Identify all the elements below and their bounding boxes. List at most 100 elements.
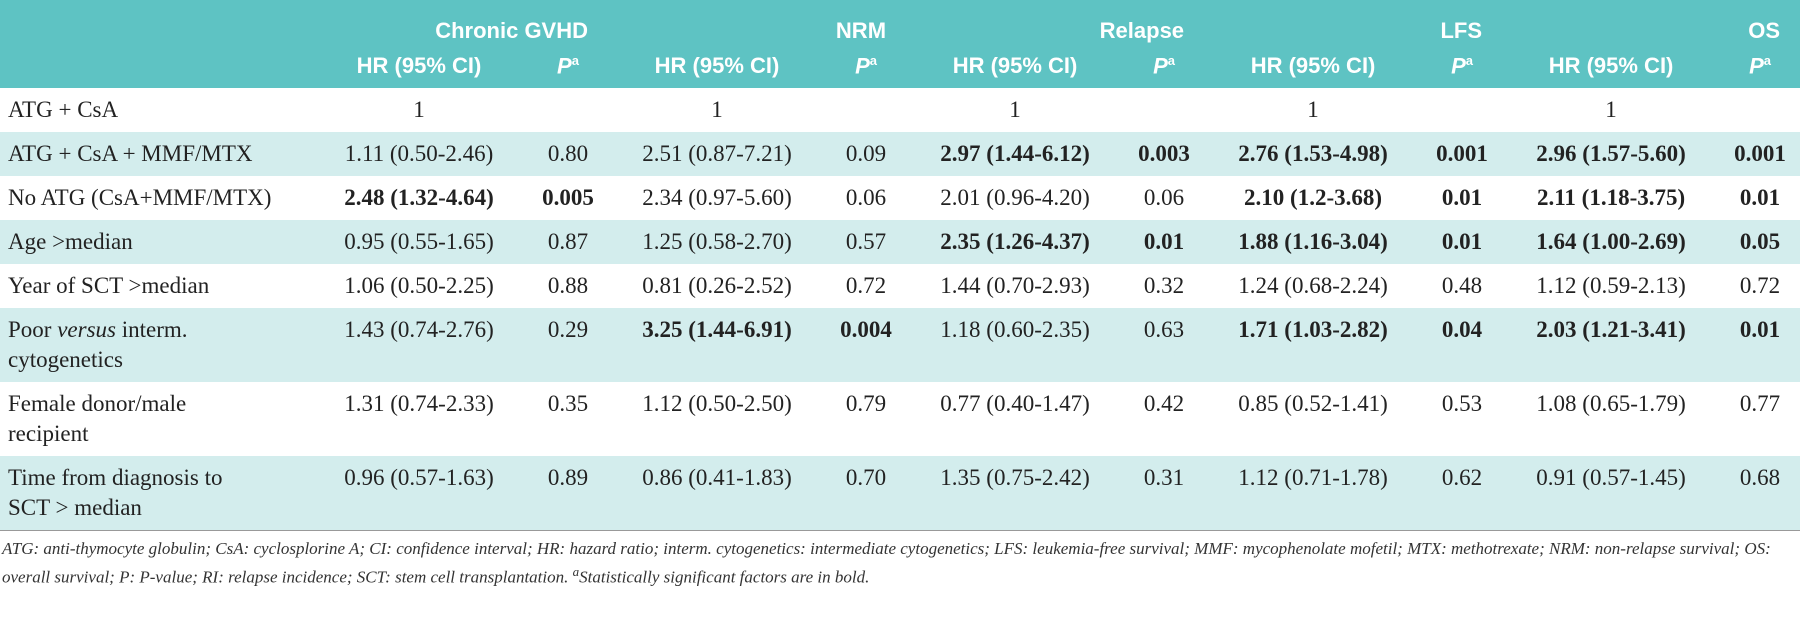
hr-value: 0.91 (0.57-1.45) bbox=[1502, 456, 1721, 530]
p-value: 0.06 bbox=[845, 185, 887, 210]
row-label: Age >median bbox=[0, 220, 310, 264]
label-part: versus bbox=[57, 317, 116, 342]
p-sup: a bbox=[571, 52, 579, 68]
hr-value: 1.11 (0.50-2.46) bbox=[310, 132, 528, 176]
p-value: 0.77 bbox=[1739, 391, 1781, 416]
footnote: ATG: anti-thymocyte globulin; CsA: cyclo… bbox=[0, 530, 1800, 589]
p-value: 0.89 bbox=[528, 456, 609, 530]
results-table: Chronic GVHD NRM Relapse LFS OS HR (95% CI) Pa… bbox=[0, 0, 1800, 530]
group-header: LFS bbox=[1204, 0, 1503, 44]
hr-value: 1.25 (0.58-2.70) bbox=[608, 220, 827, 264]
hr-value: 1.12 (0.50-2.50) bbox=[642, 391, 792, 416]
hr-value: 3.25 (1.44-6.91) bbox=[608, 308, 827, 382]
hr-value: 0.95 (0.55-1.65) bbox=[310, 220, 528, 264]
table-row: ATG + CsA 1 1 1 1 1 bbox=[0, 88, 1800, 132]
p-value: 0.01 bbox=[1739, 185, 1781, 210]
footnote-sup: a bbox=[572, 564, 580, 579]
p-value: 0.48 bbox=[1441, 273, 1483, 298]
p-value: 0.005 bbox=[542, 185, 594, 210]
hr-value: 1 bbox=[413, 97, 425, 122]
p-value: 0.72 bbox=[1739, 273, 1781, 298]
p-value: 0.79 bbox=[845, 391, 887, 416]
table-row: Age >median 0.95 (0.55-1.65) 0.87 1.25 (0.5… bbox=[0, 220, 1800, 264]
p-value: 0.35 bbox=[547, 391, 589, 416]
hr-value: 0.96 (0.57-1.63) bbox=[310, 456, 528, 530]
p-value: 0.68 bbox=[1720, 456, 1800, 530]
p-value: 0.003 bbox=[1124, 132, 1205, 176]
p-value: 0.80 bbox=[528, 132, 609, 176]
p-value: 0.09 bbox=[826, 132, 907, 176]
p-header: Pa bbox=[1422, 44, 1503, 88]
p-value: 0.63 bbox=[1124, 308, 1205, 382]
p-value: 0.32 bbox=[1143, 273, 1185, 298]
hr-header: HR (95% CI) bbox=[1502, 44, 1721, 88]
hr-value: 1.31 (0.74-2.33) bbox=[344, 391, 494, 416]
p-value: 0.31 bbox=[1124, 456, 1205, 530]
hr-header: HR (95% CI) bbox=[906, 44, 1125, 88]
hr-value: 1 bbox=[1009, 97, 1021, 122]
p-value: 0.88 bbox=[547, 273, 589, 298]
p-value: 0.004 bbox=[826, 308, 907, 382]
p-header: Pa bbox=[528, 44, 609, 88]
p-value: 0.62 bbox=[1422, 456, 1503, 530]
p-value: 0.05 bbox=[1720, 220, 1800, 264]
row-label: Time from diagnosis to SCT > median bbox=[0, 456, 310, 530]
hr-value: 0.86 (0.41-1.83) bbox=[608, 456, 827, 530]
hr-header: HR (95% CI) bbox=[310, 44, 528, 88]
hr-value: 2.96 (1.57-5.60) bbox=[1502, 132, 1721, 176]
p-value: 0.42 bbox=[1143, 391, 1185, 416]
p-value: 0.001 bbox=[1422, 132, 1503, 176]
p-sup: a bbox=[1763, 52, 1772, 68]
p-value: 0.01 bbox=[1422, 220, 1503, 264]
hr-value: 0.81 (0.26-2.52) bbox=[642, 273, 792, 298]
hr-value: 1.88 (1.16-3.04) bbox=[1204, 220, 1423, 264]
hr-value: 1.18 (0.60-2.35) bbox=[906, 308, 1125, 382]
hr-header: HR (95% CI) bbox=[608, 44, 827, 88]
hr-value: 1.08 (0.65-1.79) bbox=[1536, 391, 1686, 416]
group-header: Relapse bbox=[906, 0, 1205, 44]
table-row: ATG + CsA + MMF/MTX 1.11 (0.50-2.46) 0.80 2… bbox=[0, 132, 1800, 176]
row-label: Year of SCT >median bbox=[8, 273, 210, 298]
corner bbox=[0, 0, 310, 44]
p-label: P bbox=[1749, 53, 1764, 79]
p-value: 0.01 bbox=[1720, 308, 1800, 382]
hr-value: 1 bbox=[711, 97, 723, 122]
p-value: 0.01 bbox=[1124, 220, 1205, 264]
hr-value: 1.44 (0.70-2.93) bbox=[940, 273, 1090, 298]
table-body: ATG + CsA 1 1 1 1 1 ATG + CsA + MMF/MTX 1.11 (0… bbox=[0, 88, 1800, 530]
hr-value: 2.76 (1.53-4.98) bbox=[1204, 132, 1423, 176]
hr-value: 1.43 (0.74-2.76) bbox=[310, 308, 528, 382]
hr-value: 2.34 (0.97-5.60) bbox=[642, 185, 792, 210]
table-header: Chronic GVHD NRM Relapse LFS OS HR (95% CI) Pa… bbox=[0, 0, 1800, 88]
p-value bbox=[826, 88, 906, 132]
hr-value: 1.06 (0.50-2.25) bbox=[344, 273, 494, 298]
table-row: Time from diagnosis to SCT > median 0.96 … bbox=[0, 456, 1800, 530]
p-value bbox=[1720, 88, 1800, 132]
hr-value: 2.11 (1.18-3.75) bbox=[1536, 185, 1686, 210]
subheader-row: HR (95% CI) Pa HR (95% CI) Pa HR (95% CI) Pa H… bbox=[0, 44, 1800, 88]
hr-value: 0.77 (0.40-1.47) bbox=[940, 391, 1090, 416]
p-value bbox=[1124, 88, 1204, 132]
hr-value: 1.12 (0.71-1.78) bbox=[1204, 456, 1423, 530]
p-header: Pa bbox=[1124, 44, 1205, 88]
row-label: ATG + CsA + MMF/MTX bbox=[0, 132, 310, 176]
row-label: Poor versus interm. cytogenetics bbox=[0, 308, 310, 382]
label-part: interm. cytogenetics bbox=[8, 317, 188, 372]
group-header: Chronic GVHD bbox=[310, 0, 609, 44]
hr-value: 2.48 (1.32-4.64) bbox=[344, 185, 494, 210]
p-label: P bbox=[1451, 53, 1466, 79]
p-value bbox=[1422, 88, 1502, 132]
corner bbox=[0, 44, 310, 88]
p-value bbox=[528, 88, 608, 132]
p-label: P bbox=[557, 53, 572, 79]
group-header: OS bbox=[1502, 0, 1800, 44]
p-value: 0.04 bbox=[1422, 308, 1503, 382]
p-value: 0.57 bbox=[826, 220, 907, 264]
p-sup: a bbox=[1167, 52, 1175, 68]
hr-value: 2.51 (0.87-7.21) bbox=[608, 132, 827, 176]
hr-value: 1.24 (0.68-2.24) bbox=[1238, 273, 1388, 298]
p-value: 0.01 bbox=[1441, 185, 1483, 210]
p-value: 0.001 bbox=[1720, 132, 1800, 176]
row-label: Female donor/male recipient bbox=[8, 391, 187, 446]
